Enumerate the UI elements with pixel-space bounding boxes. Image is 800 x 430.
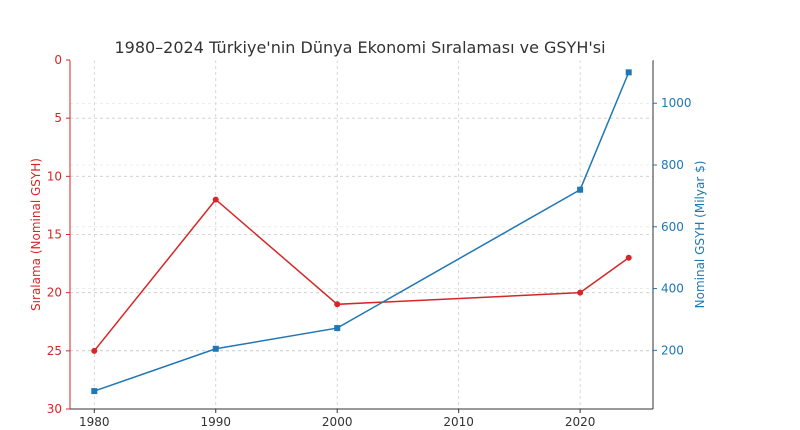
left-tick-label: 30 bbox=[47, 402, 62, 416]
gdp-point bbox=[625, 69, 632, 76]
right-tick-label: 200 bbox=[661, 343, 684, 357]
gdp-series-line bbox=[94, 72, 630, 392]
rank-point bbox=[91, 347, 98, 354]
gdp-point bbox=[577, 186, 584, 193]
right-tick-label: 600 bbox=[661, 220, 684, 234]
right-tick-label: 400 bbox=[661, 282, 684, 296]
x-tick-label: 1980 bbox=[79, 415, 110, 429]
axes bbox=[69, 59, 654, 410]
left-tick-label: 10 bbox=[47, 169, 62, 183]
x-tick-label: 2000 bbox=[322, 415, 353, 429]
left-tick-label: 0 bbox=[54, 53, 62, 67]
gdp-point bbox=[334, 325, 341, 332]
x-tick-label: 2010 bbox=[443, 415, 474, 429]
right-tick-label: 800 bbox=[661, 158, 684, 172]
rank-point bbox=[625, 254, 632, 261]
left-tick-label: 5 bbox=[54, 111, 62, 125]
left-tick-label: 15 bbox=[47, 228, 62, 242]
series bbox=[91, 69, 632, 395]
left-tick-label: 20 bbox=[47, 286, 62, 300]
right-axis-label: Nominal GSYH (Milyar $) bbox=[693, 161, 707, 309]
left-axis-label: Sıralama (Nominal GSYH) bbox=[29, 158, 43, 311]
rank-point bbox=[334, 301, 341, 308]
tick-labels: 1980 1990 2000 2010 2020 0 5 10 15 20 25 30 200 400 60… bbox=[47, 53, 692, 429]
rank-point bbox=[212, 196, 219, 203]
chart-title: 1980–2024 Türkiye'nin Dünya Ekonomi Sıra… bbox=[114, 38, 605, 57]
x-tick-label: 1990 bbox=[200, 415, 231, 429]
rank-point bbox=[577, 289, 584, 296]
gdp-point bbox=[212, 345, 219, 352]
grid bbox=[70, 59, 653, 410]
rank-series-line bbox=[93, 198, 630, 352]
gdp-point bbox=[91, 388, 98, 395]
right-tick-label: 1000 bbox=[661, 96, 692, 110]
x-tick-label: 2020 bbox=[565, 415, 596, 429]
left-tick-label: 25 bbox=[47, 344, 62, 358]
